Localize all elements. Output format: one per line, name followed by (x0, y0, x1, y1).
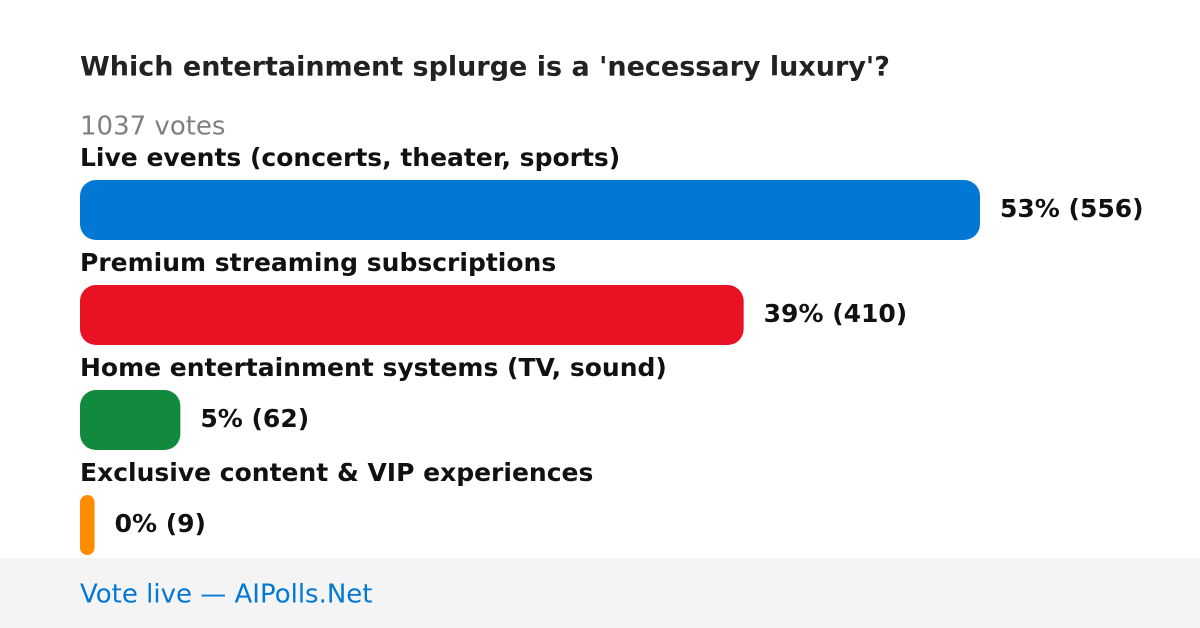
option-label: Home entertainment systems (TV, sound) (80, 353, 667, 382)
value-label: 5% (62) (200, 404, 309, 433)
bar (80, 390, 181, 450)
vote-count: 1037 votes (80, 112, 225, 142)
bar (80, 495, 95, 555)
value-label: 39% (410) (764, 299, 908, 328)
value-label: 53% (556) (1000, 194, 1144, 223)
option-label: Exclusive content & VIP experiences (80, 458, 593, 487)
bar (80, 285, 744, 345)
footer-band (0, 558, 1200, 628)
value-label: 0% (9) (115, 509, 206, 538)
footer-link[interactable]: Vote live — AIPolls.Net (80, 580, 373, 610)
chart-title: Which entertainment splurge is a 'necess… (80, 52, 890, 83)
option-label: Premium streaming subscriptions (80, 248, 556, 277)
option-label: Live events (concerts, theater, sports) (80, 143, 620, 172)
bar (80, 180, 980, 240)
